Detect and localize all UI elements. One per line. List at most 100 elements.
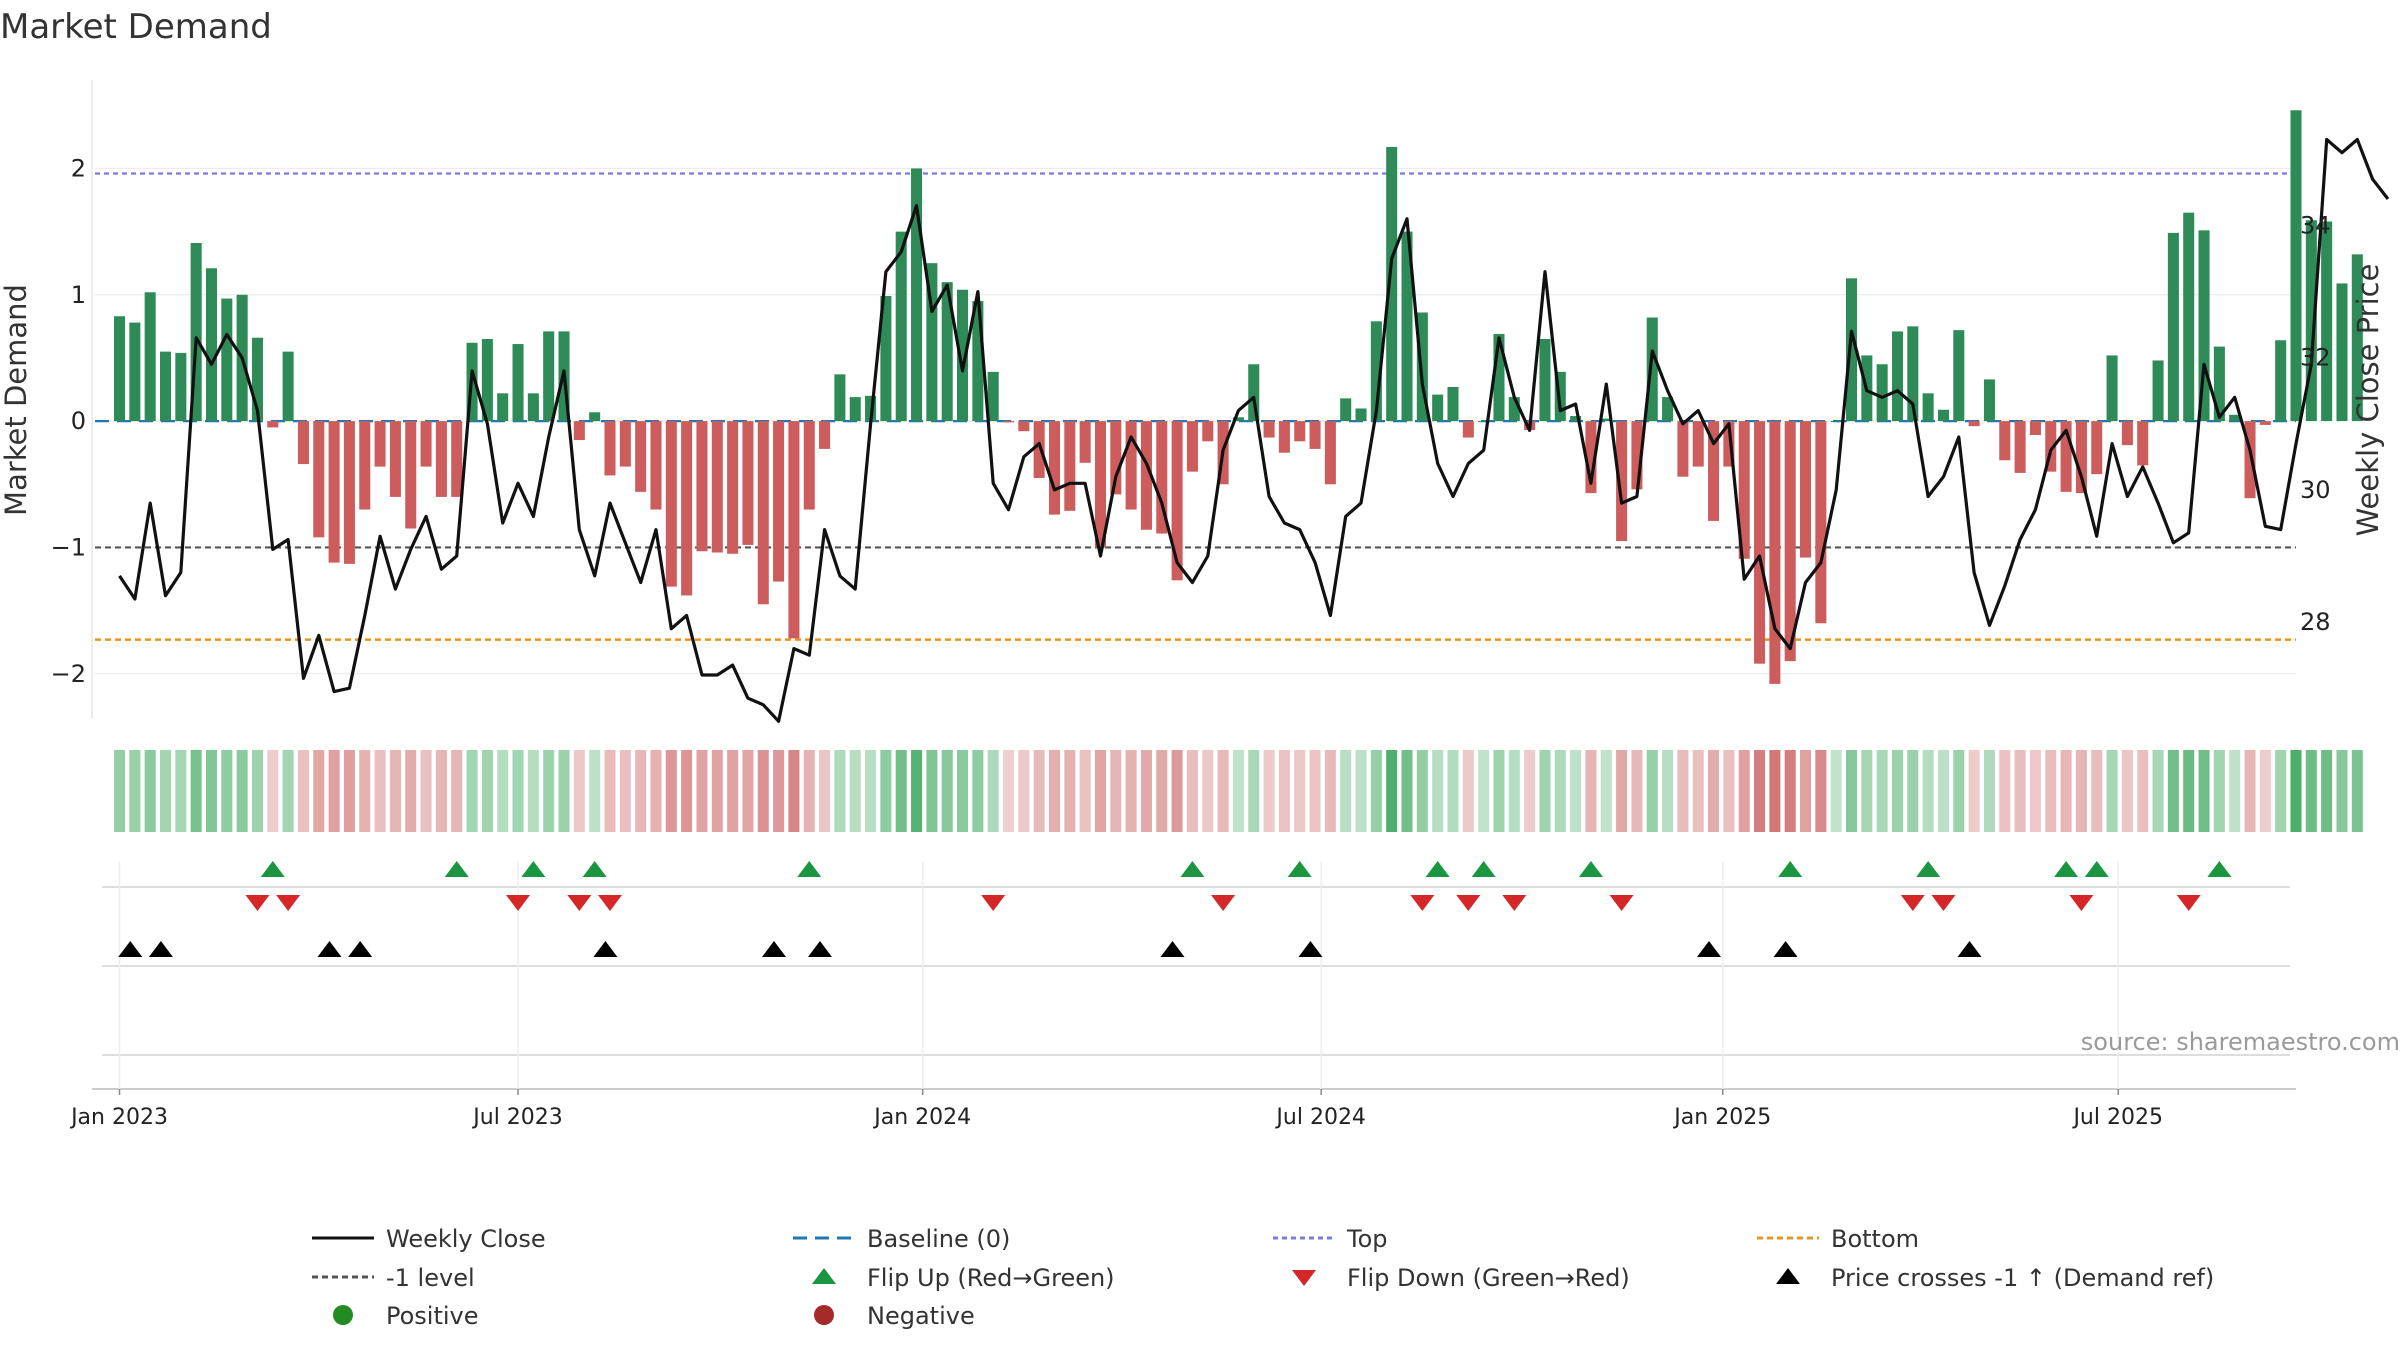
- flip-down-marker: [245, 895, 270, 911]
- y2-tick-label: 32: [2300, 344, 2331, 372]
- y2-axis-label: Weekly Close Price: [2351, 264, 2385, 537]
- y-tick-label: 1: [71, 281, 86, 309]
- strip-cell: [1585, 750, 1597, 832]
- strip-cell: [1784, 750, 1796, 832]
- negative-bar: [2091, 421, 2103, 475]
- demand-bars: [114, 110, 2363, 684]
- negative-bar: [374, 421, 386, 467]
- positive-bar: [1355, 408, 1367, 422]
- positive-bar: [589, 412, 601, 422]
- positive-bar: [941, 282, 953, 422]
- x-axis-ticks: Jan 2023 Jul 2023 Jan 2024 Jul 2024 Jan 2025…: [69, 1089, 2163, 1130]
- strip-cell: [1416, 750, 1428, 832]
- positive-bar: [1508, 397, 1520, 422]
- negative-bar: [451, 421, 463, 497]
- x-tick-label: Jan 2025: [1672, 1105, 1771, 1130]
- legend-swatch-negative: [814, 1305, 834, 1325]
- negative-bar: [343, 421, 355, 564]
- strip-cell: [2183, 750, 2195, 832]
- y-axis-ticks: 2 1 0 −1 −2: [51, 154, 86, 687]
- positive-bar: [114, 316, 126, 422]
- price-cross-marker: [1298, 941, 1323, 957]
- y-tick-label: −2: [51, 660, 86, 688]
- negative-bar: [711, 421, 723, 553]
- negative-bar: [681, 421, 693, 596]
- strip-cell: [1278, 750, 1290, 832]
- strip-cell: [359, 750, 371, 832]
- negative-bar: [420, 421, 432, 467]
- positive-bar: [144, 292, 156, 422]
- strip-cell: [2152, 750, 2164, 832]
- negative-bar: [405, 421, 417, 529]
- strip-cell: [1891, 750, 1904, 832]
- negative-bar: [1294, 421, 1306, 442]
- demand-color-strip: [114, 750, 2363, 832]
- positive-bar: [1539, 338, 1551, 422]
- negative-bar: [604, 421, 616, 476]
- positive-bar: [880, 296, 892, 422]
- negative-bar: [1033, 421, 1045, 478]
- positive-bar: [1232, 417, 1244, 422]
- strip-cell: [2106, 750, 2118, 832]
- strip-cell: [205, 750, 218, 832]
- negative-bar: [1723, 421, 1735, 467]
- strip-cell: [159, 750, 172, 832]
- positive-bar: [1830, 421, 1842, 423]
- negative-bar: [435, 421, 447, 497]
- strip-cell: [987, 750, 999, 832]
- event-panels: [92, 861, 2296, 1090]
- event-vertical-grid: [118, 862, 2119, 1089]
- legend-label: -1 level: [386, 1264, 475, 1292]
- strip-cell: [2137, 750, 2149, 832]
- positive-bar: [1370, 321, 1382, 422]
- x-tick-label: Jan 2023: [69, 1105, 168, 1130]
- strip-cell: [1202, 750, 1214, 832]
- strip-cell: [1324, 750, 1336, 832]
- flip-up-marker: [1425, 861, 1450, 877]
- flip-down-marker: [1410, 895, 1435, 911]
- positive-bar: [190, 242, 202, 422]
- positive-bar: [2198, 230, 2210, 422]
- strip-cell: [497, 750, 509, 832]
- strip-cell: [2305, 750, 2317, 832]
- positive-bar: [1907, 326, 1919, 422]
- negative-bar: [665, 421, 677, 587]
- positive-bar: [2152, 360, 2164, 422]
- negative-bar: [2014, 421, 2026, 473]
- strip-cell: [589, 750, 601, 832]
- strip-cell: [1018, 750, 1030, 832]
- weekly-close-line: [118, 137, 2390, 723]
- positive-bar: [987, 371, 999, 422]
- negative-bar: [2121, 421, 2133, 446]
- strip-cell: [451, 750, 463, 832]
- negative-bar: [389, 421, 401, 497]
- positive-bar: [926, 263, 938, 422]
- strip-cell: [114, 750, 126, 832]
- strip-cell: [1156, 750, 1168, 832]
- strip-cell: [190, 750, 202, 832]
- strip-cell: [1140, 750, 1152, 832]
- price-cross-marker: [118, 941, 143, 957]
- positive-bar: [1983, 379, 1995, 422]
- flip-up-marker: [1916, 861, 1941, 877]
- negative-bar: [1968, 421, 1980, 427]
- strip-cell: [1662, 750, 1674, 832]
- strip-cell: [1033, 750, 1045, 832]
- strip-cell: [1294, 750, 1306, 832]
- flip-up-marker: [2054, 861, 2079, 877]
- positive-bar: [1478, 421, 1490, 423]
- strip-cell: [1677, 750, 1689, 832]
- strip-cell: [1600, 750, 1612, 832]
- negative-bar: [1585, 421, 1597, 494]
- flip-down-marker: [1211, 895, 1236, 911]
- strip-cell: [1048, 750, 1061, 832]
- positive-bar: [543, 331, 555, 422]
- y-axis-label: Market Demand: [0, 284, 33, 516]
- strip-cell: [895, 750, 907, 832]
- strip-cell: [1723, 750, 1735, 832]
- legend-swatch-flip-up: [812, 1268, 836, 1284]
- strip-cell: [1800, 750, 1812, 832]
- strip-cell: [2014, 750, 2026, 832]
- legend-label: Price crosses -1 ↑ (Demand ref): [1831, 1264, 2214, 1292]
- flip-down-marker: [981, 895, 1006, 911]
